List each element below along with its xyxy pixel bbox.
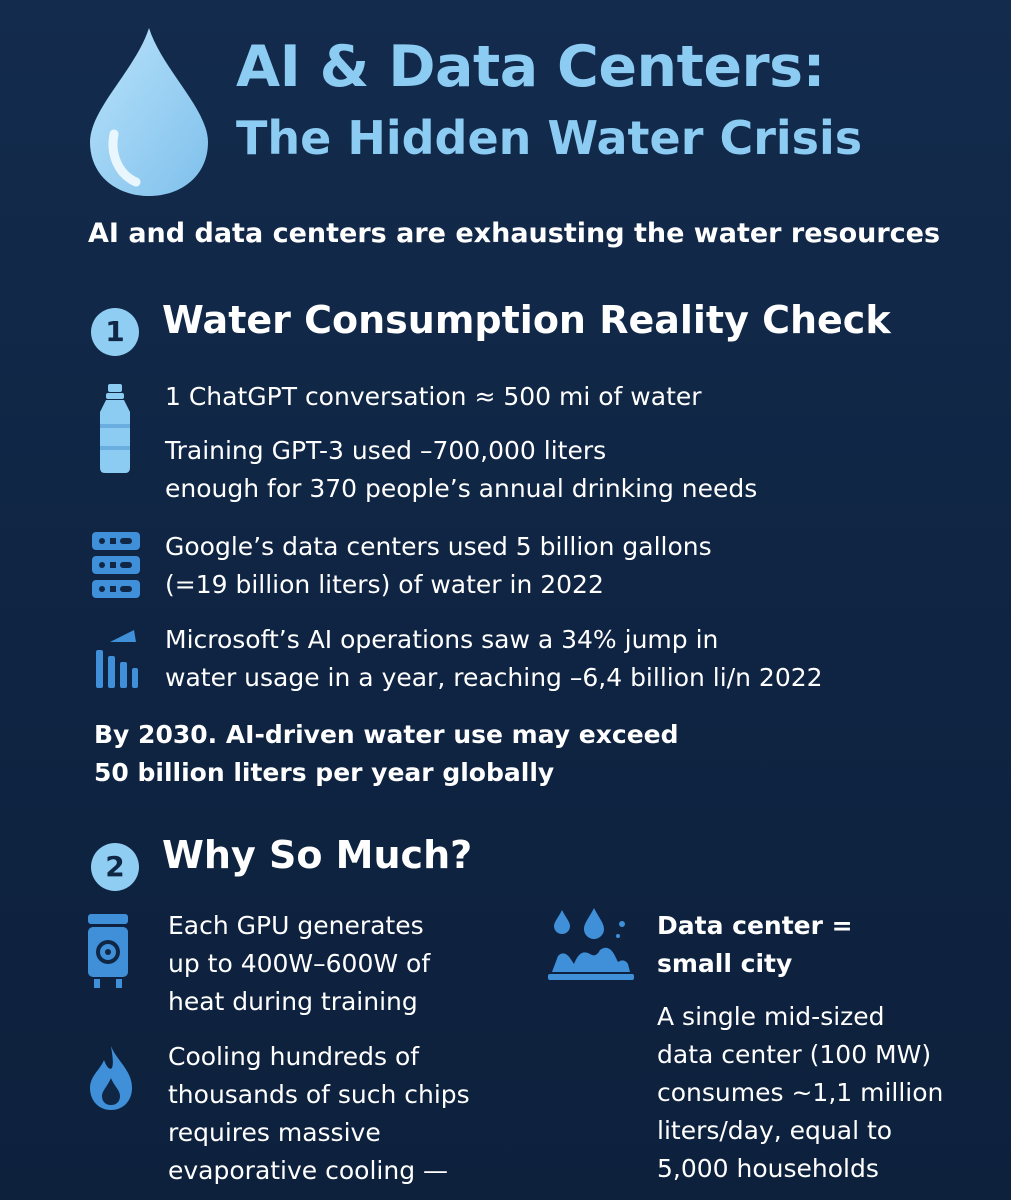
dc-line2: data center (100 MW) xyxy=(657,1040,932,1069)
section-number-badge-2: 2 xyxy=(91,843,139,891)
gpt3-stat-line2: enough for 370 people’s annual drinking … xyxy=(165,474,758,503)
gpu-stat-line1: Each GPU generates xyxy=(168,911,424,940)
page-title: AI & Data Centers: xyxy=(236,34,825,100)
cooling-line4: evaporative cooling — xyxy=(168,1156,449,1185)
intro-text: AI and data centers are exhausting the w… xyxy=(88,218,941,249)
cooling-line3: requires massive xyxy=(168,1118,381,1147)
dc-line3: consumes ~1,1 million xyxy=(657,1078,944,1107)
page-subtitle-title: The Hidden Water Crisis xyxy=(236,111,863,165)
water-city-icon xyxy=(548,906,634,982)
dc-line5: 5,000 households xyxy=(657,1154,879,1183)
microsoft-stat-line1: Microsoft’s AI operations saw a 34% jump… xyxy=(165,625,719,654)
city-line2: small city xyxy=(657,949,793,978)
flame-icon xyxy=(86,1044,136,1112)
dc-line4: liters/day, equal to xyxy=(657,1116,893,1145)
gpt3-stat-line1: Training GPT-3 used –700,000 liters xyxy=(165,436,607,465)
water-bottle-icon xyxy=(98,384,132,474)
section-number-badge: 1 xyxy=(91,308,139,356)
cooling-line2: thousands of such chips xyxy=(168,1080,470,1109)
google-stat-line2: (=19 billion liters) of water in 2022 xyxy=(165,570,604,599)
bar-chart-icon xyxy=(94,626,140,690)
dc-line1: A single mid-sized xyxy=(657,1002,885,1031)
google-stat-line1: Google’s data centers used 5 billion gal… xyxy=(165,532,712,561)
gpu-stat-line3: heat during training xyxy=(168,987,418,1016)
projection-line2: 50 billion liters per year globally xyxy=(94,758,555,787)
server-rack-icon xyxy=(90,530,142,600)
city-line1: Data center = xyxy=(657,911,853,940)
cooling-line1: Cooling hundreds of xyxy=(168,1042,420,1071)
chatgpt-stat: 1 ChatGPT conversation ≈ 500 mi of water xyxy=(165,382,702,411)
microsoft-stat-line2: water usage in a year, reaching –6,4 bil… xyxy=(165,663,823,692)
section-title-2: Why So Much? xyxy=(162,833,473,877)
water-drop-icon xyxy=(84,24,214,199)
section-title: Water Consumption Reality Check xyxy=(162,298,891,342)
projection-line1: By 2030. AI-driven water use may exceed xyxy=(94,720,679,749)
gpu-unit-icon xyxy=(86,912,130,990)
gpu-stat-line2: up to 400W–600W of xyxy=(168,949,431,978)
